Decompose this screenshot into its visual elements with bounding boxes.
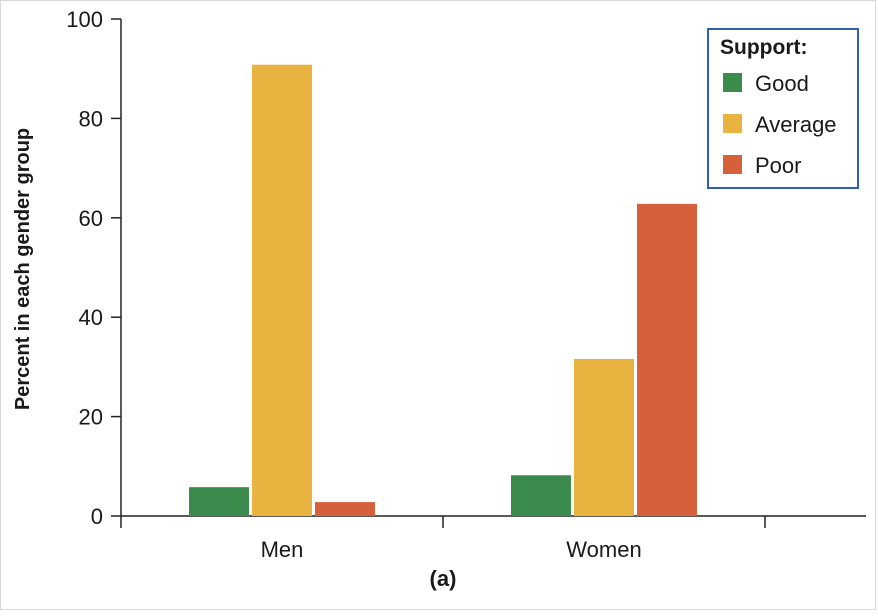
legend-title: Support: <box>720 36 807 59</box>
y-tick-label: 80 <box>79 106 103 131</box>
y-tick-label: 100 <box>66 7 103 32</box>
y-tick-label: 0 <box>91 504 103 529</box>
y-tick-label: 40 <box>79 305 103 330</box>
x-axis: Men Women <box>120 515 866 562</box>
bars <box>189 64 697 516</box>
bar-average-women <box>574 358 634 516</box>
y-tick-label: 20 <box>79 405 103 430</box>
bar-poor-men <box>315 502 375 516</box>
bar-good-women <box>511 475 571 516</box>
legend-swatch-average <box>723 114 742 133</box>
legend-label-poor: Poor <box>755 153 801 178</box>
legend-swatch-poor <box>723 155 742 174</box>
chart-caption: (a) <box>430 566 457 591</box>
y-tick-label: 60 <box>79 206 103 231</box>
legend-label-average: Average <box>755 112 837 137</box>
y-axis-label: Percent in each gender group <box>12 128 34 410</box>
legend-label-good: Good <box>755 71 809 96</box>
bar-average-men <box>252 64 312 516</box>
x-tick-label: Women <box>566 537 641 562</box>
bar-poor-women <box>637 203 697 516</box>
legend: Support: Good Average Poor <box>707 28 859 189</box>
legend-swatch-good <box>723 73 742 92</box>
bar-good-men <box>189 487 249 516</box>
y-axis: 0 20 40 60 80 100 <box>66 7 122 529</box>
x-tick-label: Men <box>261 537 304 562</box>
